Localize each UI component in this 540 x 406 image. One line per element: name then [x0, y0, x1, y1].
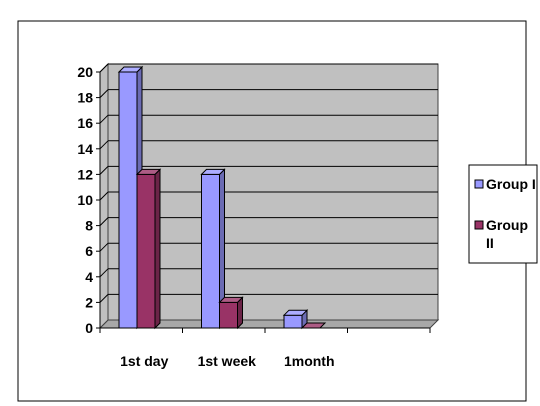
x-category-label: 1st week — [198, 353, 257, 369]
bar-side — [154, 168, 161, 330]
y-tick-label: 20 — [77, 64, 93, 80]
bar-front — [201, 173, 220, 329]
bar-front — [118, 71, 138, 329]
gridline — [99, 140, 109, 150]
bar — [282, 308, 309, 330]
legend-swatch — [474, 179, 484, 189]
x-axis-category-labels: 1st day 1st week 1month — [120, 353, 334, 369]
bar-top — [300, 322, 327, 329]
y-tick-label: 18 — [77, 90, 93, 106]
bar-front — [219, 301, 238, 329]
y-tick-label: 16 — [77, 115, 93, 131]
bar-front — [283, 314, 303, 329]
gridline — [99, 166, 109, 175]
y-tick-label: 8 — [85, 218, 93, 234]
bar-top — [200, 168, 226, 175]
gridline — [99, 217, 109, 226]
y-tick-label: 14 — [77, 141, 93, 157]
y-tick-label: 0 — [85, 320, 93, 336]
gridline — [99, 268, 109, 278]
bars — [117, 65, 327, 330]
bar-top — [218, 296, 244, 303]
gridline — [99, 89, 109, 98]
legend-label: Group I — [486, 176, 536, 192]
legend-label: Group II — [486, 217, 528, 251]
x-category-label: 1month — [284, 353, 335, 369]
bar — [218, 296, 244, 330]
y-tick-label: 12 — [77, 166, 93, 182]
bar — [135, 168, 162, 330]
y-tick-label: 4 — [85, 269, 93, 285]
bar-top — [117, 66, 144, 73]
y-tick-label: 2 — [85, 294, 93, 310]
gridline — [99, 242, 109, 252]
legend: Group I Group II — [468, 164, 538, 264]
gridlines — [99, 63, 438, 303]
bar-front — [136, 173, 156, 329]
y-tick-label: 6 — [85, 243, 93, 259]
gridline — [99, 191, 109, 201]
bar — [300, 322, 327, 329]
gridline — [99, 294, 109, 303]
gridline — [99, 63, 109, 73]
y-axis-tick-labels: 0 2 4 6 8 10 12 14 16 18 20 — [77, 64, 93, 336]
bar — [200, 168, 226, 330]
gridline — [99, 114, 109, 124]
x-category-label: 1st day — [120, 353, 168, 369]
y-tick-label: 10 — [77, 192, 93, 208]
bar-top — [282, 309, 309, 316]
bar-top — [135, 168, 162, 175]
legend-swatch — [474, 220, 484, 230]
